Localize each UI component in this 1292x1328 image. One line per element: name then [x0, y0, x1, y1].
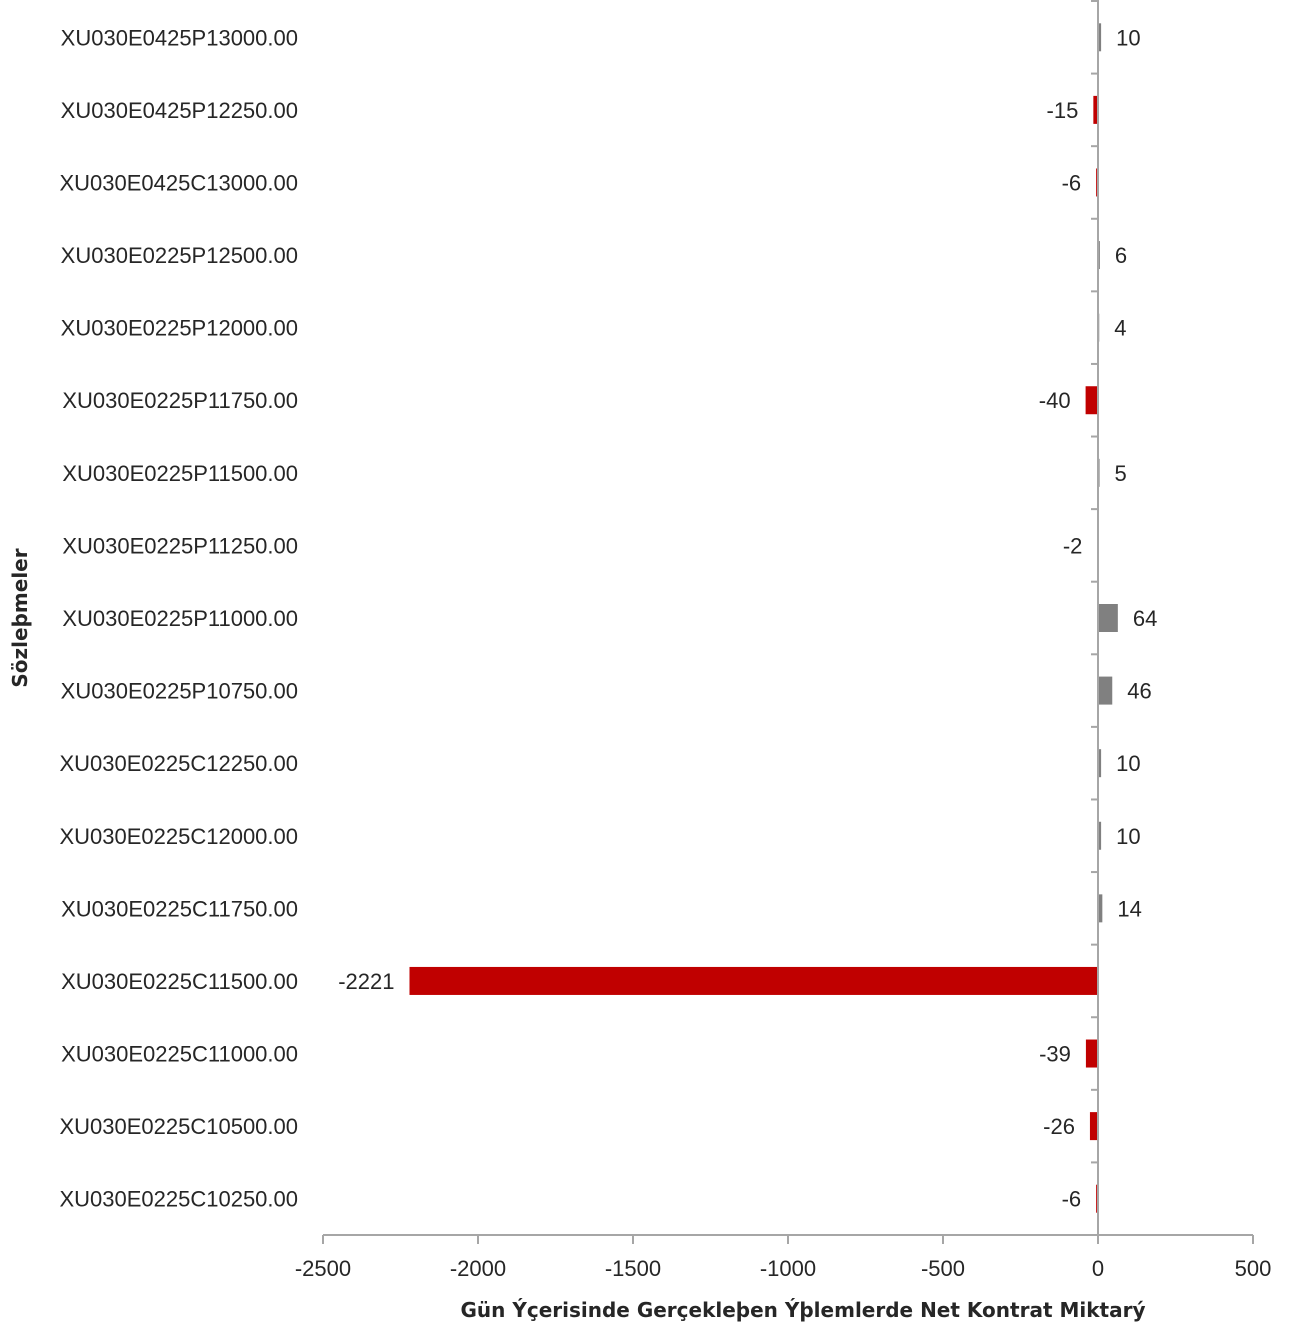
- data-label: 5: [1115, 461, 1127, 486]
- bar: [1098, 821, 1102, 850]
- data-label: -39: [1039, 1042, 1071, 1067]
- data-label: 10: [1116, 751, 1140, 776]
- x-tick-label: -500: [921, 1256, 965, 1281]
- category-label: XU030E0425P12250.00: [61, 98, 298, 123]
- bar: [409, 966, 1098, 995]
- category-label: XU030E0225P11500.00: [62, 461, 298, 486]
- bar: [1085, 1039, 1098, 1068]
- category-label: XU030E0225C11500.00: [61, 969, 298, 994]
- bar: [1093, 95, 1098, 124]
- bar: [1098, 894, 1103, 923]
- category-label: XU030E0425P13000.00: [61, 25, 298, 50]
- data-label: 6: [1115, 243, 1127, 268]
- category-label: XU030E0225C12000.00: [59, 824, 298, 849]
- data-label: 10: [1116, 25, 1140, 50]
- category-label: XU030E0225P12500.00: [61, 243, 298, 268]
- axes-group: [322, 0, 1254, 1244]
- category-label: XU030E0225C10500.00: [59, 1114, 298, 1139]
- category-label: XU030E0225P11250.00: [62, 533, 298, 558]
- data-label: 46: [1127, 679, 1151, 704]
- data-label: -26: [1043, 1114, 1075, 1139]
- category-label: XU030E0225C11750.00: [61, 896, 298, 921]
- data-label: -6: [1062, 170, 1082, 195]
- bar: [1098, 604, 1118, 632]
- category-label: XU030E0225P11000.00: [62, 606, 298, 631]
- data-label: 4: [1114, 316, 1126, 341]
- bar: [1098, 749, 1102, 778]
- data-label: -6: [1062, 1187, 1082, 1212]
- x-tick-label: -1500: [605, 1256, 661, 1281]
- x-tick-label: 0: [1092, 1256, 1104, 1281]
- data-label: -15: [1047, 98, 1079, 123]
- category-label: XU030E0225C12250.00: [59, 751, 298, 776]
- category-label: XU030E0225P11750.00: [62, 388, 298, 413]
- data-label: -2221: [338, 969, 394, 994]
- data-label: 10: [1116, 824, 1140, 849]
- data-label: 14: [1117, 896, 1141, 921]
- category-label: XU030E0425C13000.00: [59, 170, 298, 195]
- bar: [1098, 676, 1113, 705]
- y-axis-title: Sözleþmeler: [8, 548, 32, 687]
- x-tick-label: 500: [1235, 1256, 1272, 1281]
- bar: [1089, 1112, 1098, 1141]
- bar: [1085, 386, 1098, 415]
- x-tick-label: -1000: [760, 1256, 816, 1281]
- x-tick-label: -2500: [295, 1256, 351, 1281]
- category-label: XU030E0225C11000.00: [61, 1042, 298, 1067]
- category-labels: XU030E0425P13000.00 XU030E0425P12250.00 XU…: [59, 25, 298, 1211]
- bar: [1098, 23, 1102, 52]
- x-tick-labels: -2500 -2000 -1500 -1000 -500 0 500: [295, 1256, 1272, 1281]
- category-label: XU030E0225P10750.00: [61, 679, 298, 704]
- bars-group: [409, 23, 1118, 1213]
- data-label: 64: [1133, 606, 1157, 631]
- category-label: XU030E0225P12000.00: [61, 316, 298, 341]
- x-tick-label: -2000: [450, 1256, 506, 1281]
- data-label: -40: [1039, 388, 1071, 413]
- x-axis-title: Gün Ýçerisinde Gerçekleþen Ýþlemlerde Ne…: [461, 1298, 1146, 1322]
- category-label: XU030E0225C10250.00: [59, 1187, 298, 1212]
- data-label: -2: [1063, 533, 1083, 558]
